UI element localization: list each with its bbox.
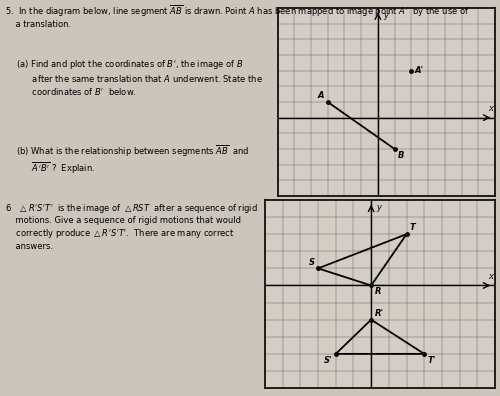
Text: 6   $\triangle R'S'T'$  is the image of $\triangle RST$  after a sequence of rig: 6 $\triangle R'S'T'$ is the image of $\t… xyxy=(5,202,258,251)
Text: S': S' xyxy=(324,356,332,365)
Text: (b) What is the relationship between segments $\overline{AB}$  and
      $\overl: (b) What is the relationship between seg… xyxy=(16,144,249,176)
Text: R': R' xyxy=(374,309,384,318)
Text: x: x xyxy=(488,104,494,113)
Text: T: T xyxy=(410,223,416,232)
Text: A: A xyxy=(318,91,324,100)
Text: 5.  In the diagram below, line segment $\overline{AB}$ is drawn. Point $A$ has b: 5. In the diagram below, line segment $\… xyxy=(5,4,469,29)
Text: y: y xyxy=(383,11,388,20)
Text: B: B xyxy=(398,150,404,160)
Text: S: S xyxy=(308,258,314,267)
Text: x: x xyxy=(488,272,493,281)
Text: A': A' xyxy=(414,66,424,75)
Text: (a) Find and plot the coordinates of $B'$, the image of $B$
      after the same: (a) Find and plot the coordinates of $B'… xyxy=(16,58,262,97)
Text: R: R xyxy=(374,287,381,296)
Text: T': T' xyxy=(428,356,436,365)
Text: y: y xyxy=(376,204,382,212)
